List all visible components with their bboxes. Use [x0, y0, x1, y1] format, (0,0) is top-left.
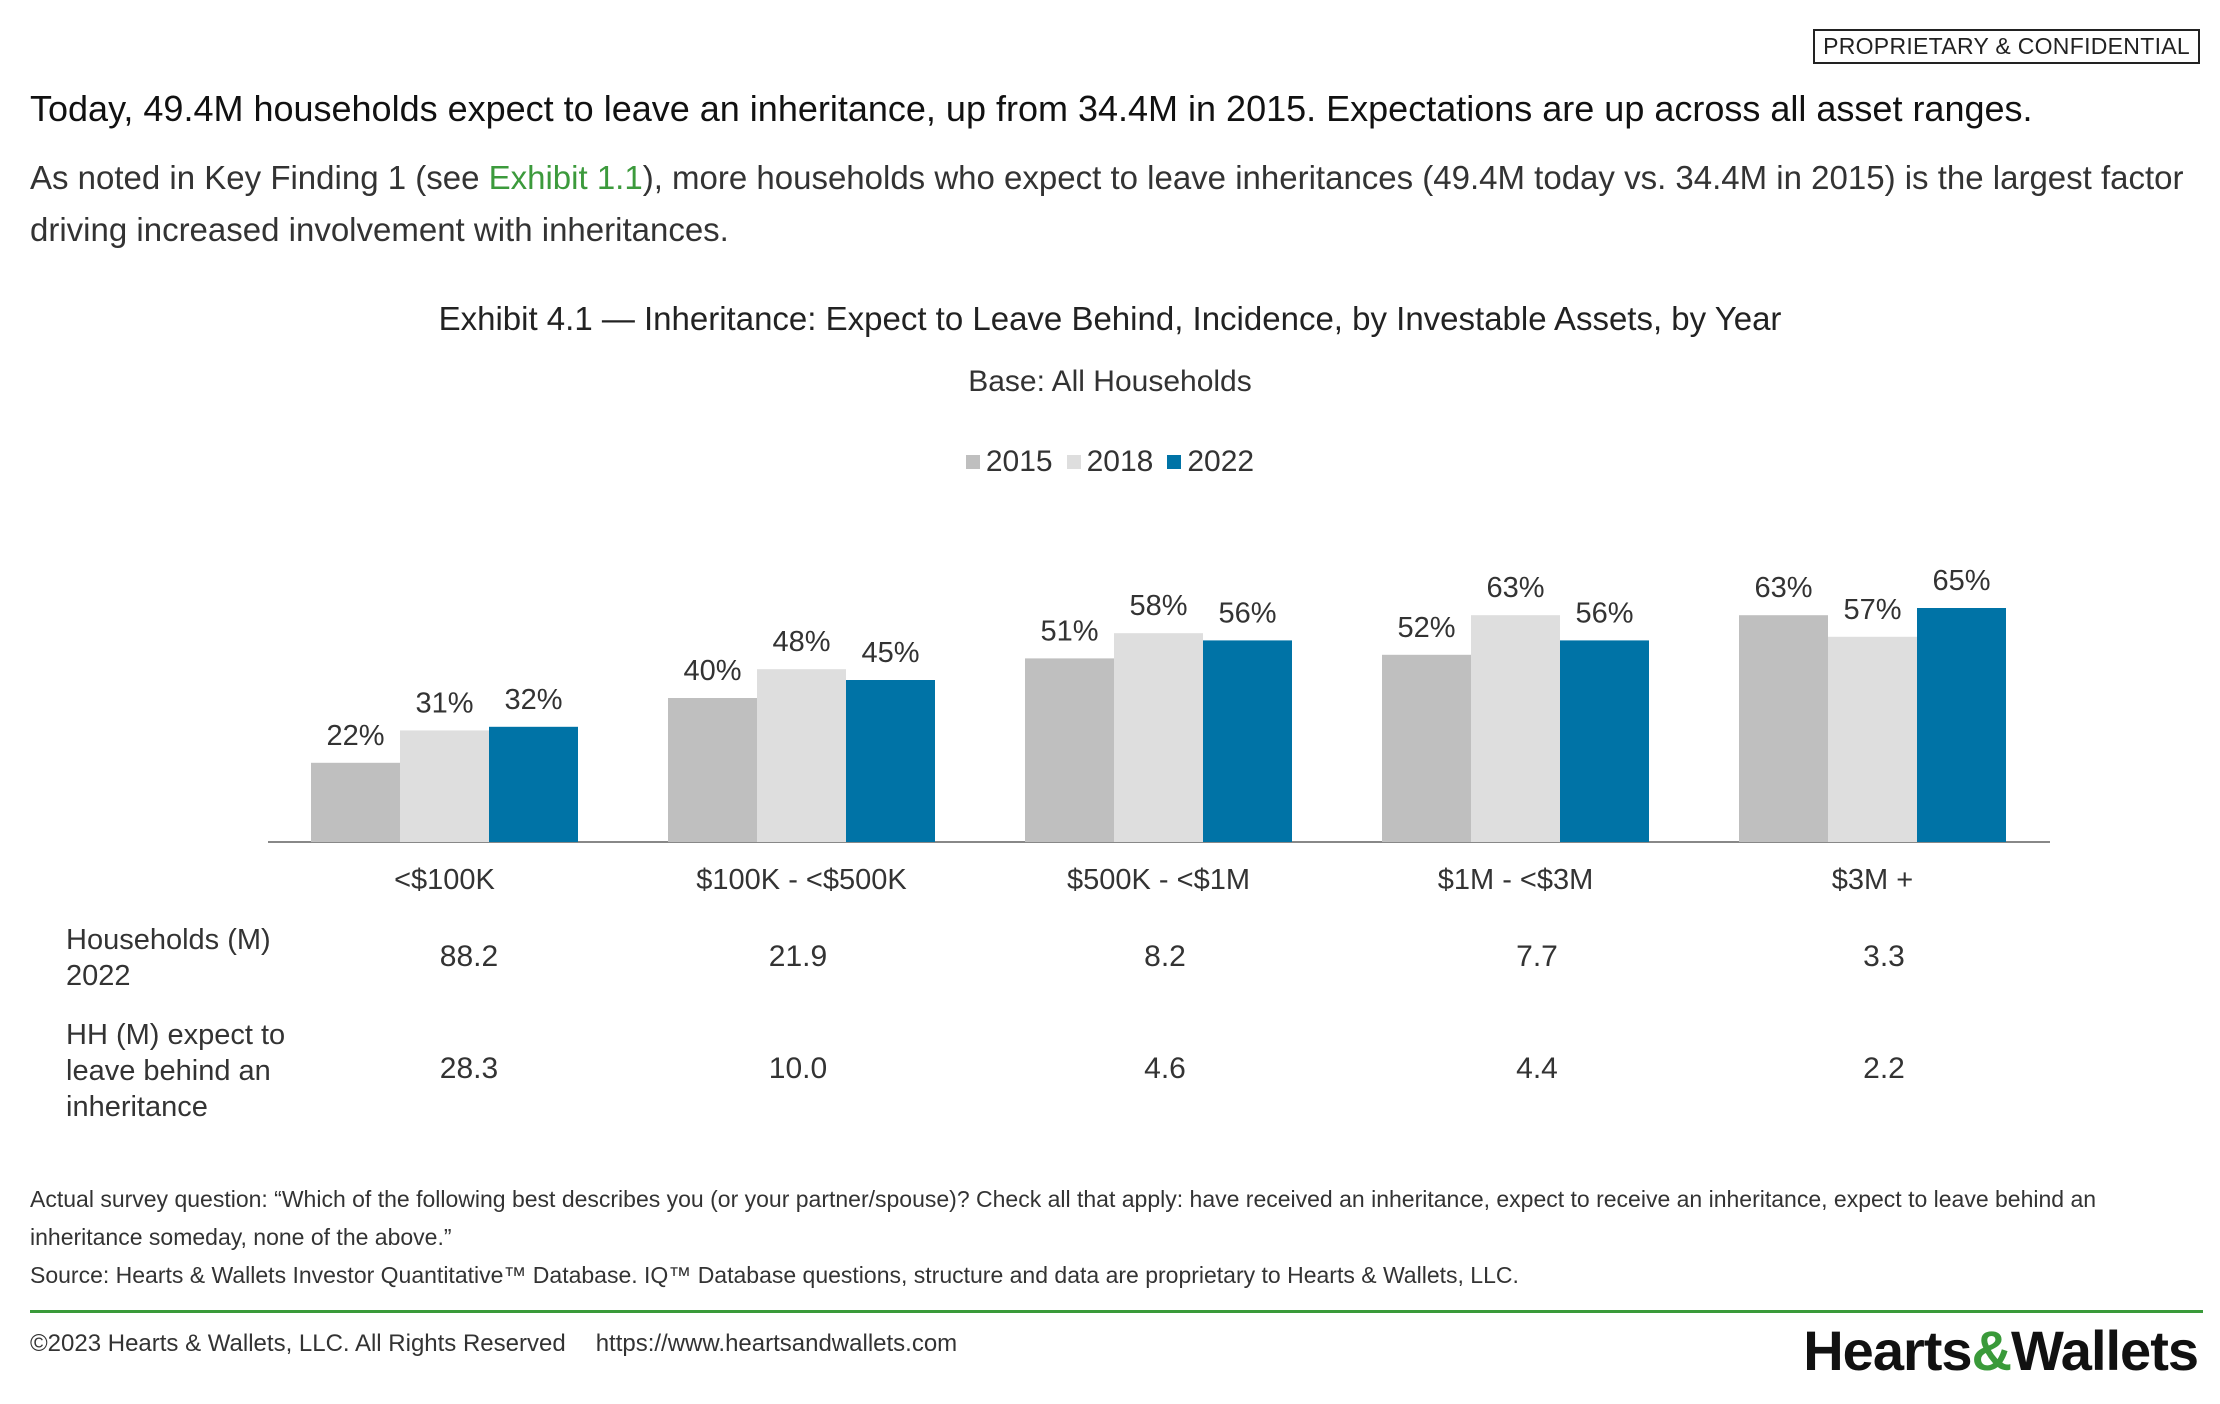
data-label: 58%	[1129, 590, 1187, 622]
bar-chart: 22% 31% 32% <$100K 40% 48% 45% $100K - <$500K 51…	[268, 565, 2050, 896]
bar-2018-2	[1114, 633, 1203, 842]
table-cell: 10.0	[768, 1052, 828, 1085]
data-label: 52%	[1397, 612, 1455, 644]
footer-divider	[30, 1310, 2203, 1313]
footnotes: Actual survey question: “Which of the fo…	[30, 1180, 2200, 1294]
table-cell: 8.2	[1144, 940, 1186, 973]
bar-2015-1	[668, 698, 757, 842]
table-cell: 2.2	[1863, 1052, 1905, 1085]
data-label: 31%	[415, 687, 473, 719]
data-label: 56%	[1575, 597, 1633, 629]
legend-item-2015: 2015	[965, 445, 1053, 479]
survey-question-note: Actual survey question: “Which of the fo…	[30, 1186, 2097, 1250]
bar-2018-1	[757, 669, 846, 842]
table-cell: 3.3	[1863, 940, 1905, 973]
table-cell: 28.3	[439, 1052, 499, 1085]
chart-subtitle: Base: All Households	[968, 365, 1252, 398]
bar-2015-2	[1025, 658, 1114, 842]
legend-label: 2022	[1187, 445, 1255, 478]
bar-2022-2	[1203, 640, 1292, 842]
exhibit-link[interactable]: Exhibit 1.1	[488, 159, 643, 196]
legend-item-2018: 2018	[1066, 445, 1154, 479]
legend-label: 2018	[1086, 445, 1154, 478]
table-row-label-expect: HH (M) expect to leave behind an inherit…	[66, 1019, 286, 1123]
logo-word-hearts: Hearts	[1803, 1319, 1972, 1382]
x-tick-label: $100K - <$500K	[696, 864, 907, 896]
source-note: Source: Hearts & Wallets Investor Quanti…	[30, 1262, 1519, 1288]
data-label: 56%	[1218, 597, 1276, 629]
legend-swatch	[965, 455, 980, 469]
intro-text-before: As noted in Key Finding 1 (see	[30, 159, 489, 196]
data-label: 57%	[1843, 594, 1901, 626]
x-tick-label: <$100K	[394, 864, 495, 896]
bar-2022-3	[1560, 640, 1649, 842]
table-cell: 88.2	[439, 940, 499, 973]
bar-2022-4	[1917, 608, 2006, 842]
data-label: 65%	[1932, 565, 1990, 597]
confidential-badge: PROPRIETARY & CONFIDENTIAL	[1813, 29, 2200, 64]
logo-ampersand: &	[1971, 1319, 2012, 1382]
x-tick-label: $1M - <$3M	[1438, 864, 1594, 896]
bar-2015-4	[1739, 615, 1828, 842]
brand-logo: Hearts&Wallets	[1803, 1318, 2199, 1383]
table-cell: 4.4	[1516, 1052, 1558, 1085]
data-label: 63%	[1754, 572, 1812, 604]
bar-2018-3	[1471, 615, 1560, 842]
table-cell: 21.9	[768, 940, 828, 973]
bar-2015-3	[1382, 654, 1471, 842]
intro-paragraph: As noted in Key Finding 1 (see Exhibit 1…	[30, 152, 2200, 256]
data-label: 48%	[772, 626, 830, 658]
table-cell: 4.6	[1144, 1052, 1186, 1085]
legend-swatch	[1066, 455, 1081, 469]
bar-2018-4	[1828, 636, 1917, 842]
bar-2022-1	[846, 680, 935, 842]
legend-swatch	[1167, 455, 1182, 469]
page-footer: ©2023 Hearts & Wallets, LLC. All Rights …	[30, 1330, 957, 1358]
data-label: 51%	[1040, 615, 1098, 647]
x-tick-label: $3M +	[1832, 864, 1913, 896]
chart-title: Exhibit 4.1 — Inheritance: Expect to Lea…	[438, 300, 1782, 337]
copyright-text: ©2023 Hearts & Wallets, LLC. All Rights …	[30, 1330, 566, 1357]
website-link[interactable]: https://www.heartsandwallets.com	[595, 1330, 958, 1357]
x-tick-label: $500K - <$1M	[1067, 864, 1250, 896]
table-row-label-households: Households (M) 2022	[66, 924, 271, 992]
data-label: 63%	[1486, 572, 1544, 604]
legend-item-2022: 2022	[1167, 445, 1254, 479]
chart-legend: 2015 2018 2022	[0, 445, 2220, 479]
data-label: 32%	[504, 684, 562, 716]
intro-text-after: ), more households who expect to leave i…	[30, 159, 2184, 248]
bar-2015-0	[311, 762, 400, 842]
data-label: 40%	[683, 655, 741, 687]
legend-label: 2015	[985, 445, 1053, 478]
page-headline: Today, 49.4M households expect to leave …	[30, 88, 2033, 129]
bar-2022-0	[489, 726, 578, 842]
table-cell: 7.7	[1516, 940, 1558, 973]
bar-2018-0	[400, 730, 489, 842]
data-label: 45%	[861, 637, 919, 669]
data-label: 22%	[326, 720, 384, 752]
logo-word-wallets: Wallets	[2011, 1319, 2199, 1382]
